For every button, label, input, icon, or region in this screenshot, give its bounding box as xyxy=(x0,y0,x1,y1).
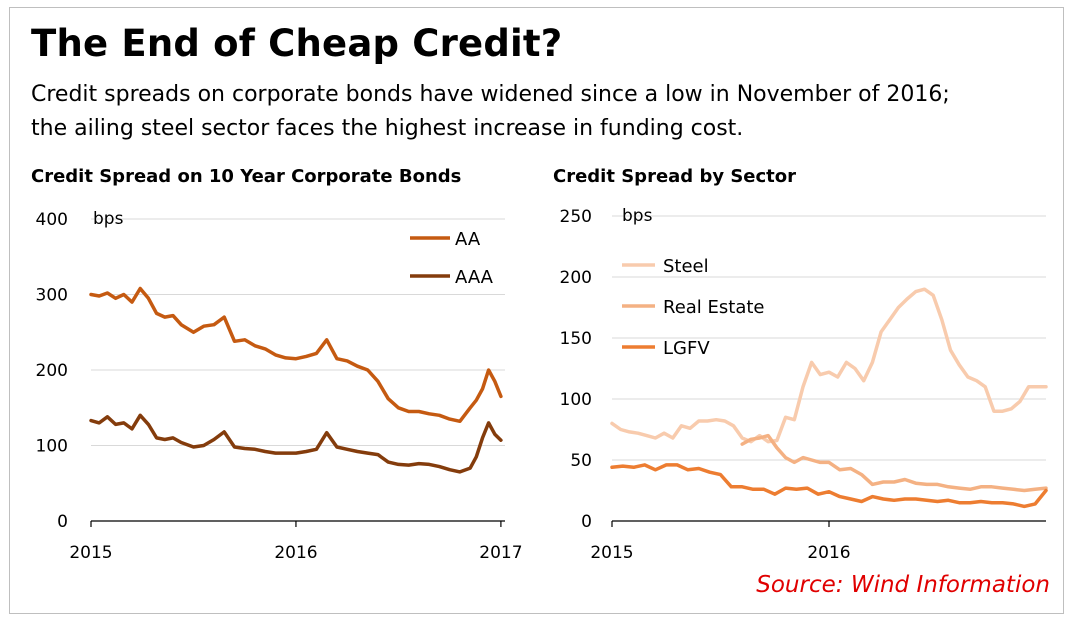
left-x-tick-label: 2015 xyxy=(69,543,112,563)
right-legend-label: Steel xyxy=(663,256,709,277)
left-y-tick-label: 0 xyxy=(57,512,68,532)
right-y-tick-label: 250 xyxy=(560,207,592,227)
right-y-tick-label: 100 xyxy=(560,390,592,410)
right-series-real-estate xyxy=(740,433,1048,493)
right-x-tick-label: 2015 xyxy=(590,543,633,563)
left-x-tick-label: 2016 xyxy=(274,543,317,563)
right-y-tick-label: 0 xyxy=(581,512,592,532)
right-y-unit-label: bps xyxy=(622,206,653,226)
left-y-tick-label: 400 xyxy=(36,210,68,230)
left-chart-title: Credit Spread on 10 Year Corporate Bonds xyxy=(31,166,462,187)
source-note: Source: Wind Information xyxy=(756,572,1050,598)
right-series-steel xyxy=(610,287,1048,444)
right-y-tick-label: 200 xyxy=(560,268,592,288)
right-chart-title: Credit Spread by Sector xyxy=(553,166,797,187)
left-series-aa xyxy=(89,286,503,424)
left-y-tick-label: 300 xyxy=(36,286,68,306)
right-y-tick-label: 150 xyxy=(560,329,592,349)
left-legend-label: AAA xyxy=(455,267,494,288)
left-x-tick-label: 2017 xyxy=(479,543,522,563)
subtitle-line-2: the ailing steel sector faces the highes… xyxy=(31,116,744,141)
left-series-aaa xyxy=(89,413,503,474)
left-y-tick-label: 100 xyxy=(36,437,68,457)
right-y-tick-label: 50 xyxy=(570,451,592,471)
subtitle-line-1: Credit spreads on corporate bonds have w… xyxy=(31,82,950,107)
page-title: The End of Cheap Credit? xyxy=(31,22,563,65)
right-legend-label: Real Estate xyxy=(663,297,765,318)
right-legend-label: LGFV xyxy=(663,338,710,359)
right-x-tick-label: 2016 xyxy=(807,543,850,563)
left-y-unit-label: bps xyxy=(93,209,124,229)
left-legend-label: AA xyxy=(455,229,481,250)
left-y-tick-label: 200 xyxy=(36,361,68,381)
chart-frame xyxy=(9,7,1064,614)
right-series-lgfv xyxy=(610,463,1048,509)
